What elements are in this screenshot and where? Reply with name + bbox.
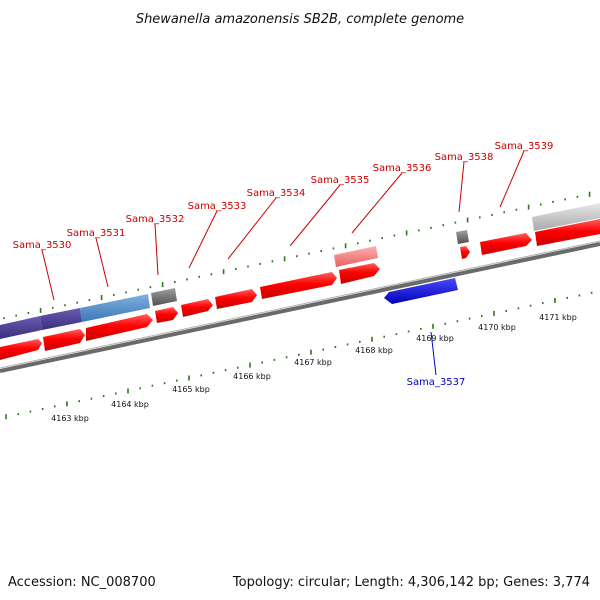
gene-feature: [334, 246, 378, 267]
gene-feature: [0, 316, 42, 339]
inner-tick-track: [5, 291, 593, 420]
gene-feature: [151, 288, 177, 306]
outer-tick-track: [3, 191, 591, 320]
reverse-gene-feature: [384, 278, 458, 304]
gene-labels: Sama_3530 Sama_3531 Sama_3532 Sama_3533 …: [13, 141, 554, 388]
gene-feature: [460, 246, 470, 259]
gene-label: Sama_3530: [13, 240, 72, 251]
gene-feature: [260, 272, 337, 299]
gene-row-upper: [0, 203, 600, 339]
gene-label: Sama_3531: [67, 228, 126, 239]
gene-feature: [80, 294, 150, 322]
gene-label: Sama_3539: [495, 141, 554, 152]
kbp-label: 4171 kbp: [539, 313, 577, 322]
gene-feature: [155, 307, 178, 323]
gene-feature: [535, 219, 600, 246]
kbp-label: 4164 kbp: [111, 400, 149, 409]
map-title: Shewanella amazonensis SB2B, complete ge…: [136, 12, 464, 27]
kbp-labels: 4163 kbp 4164 kbp 4165 kbp 4166 kbp 4167…: [51, 313, 577, 423]
genome-backbone: [0, 240, 600, 373]
gene-label: Sama_3538: [435, 152, 494, 163]
kbp-label: 4166 kbp: [233, 372, 271, 381]
gene-feature: [86, 314, 153, 341]
accession-text: Accession: NC_008700: [8, 575, 156, 590]
gene-feature: [0, 339, 42, 360]
gene-label: Sama_3535: [311, 175, 370, 186]
kbp-label: 4163 kbp: [51, 414, 89, 423]
gene-label: Sama_3536: [373, 163, 432, 174]
gene-label: Sama_3534: [247, 188, 306, 199]
kbp-label: 4165 kbp: [172, 385, 210, 394]
kbp-label: 4169 kbp: [416, 334, 454, 343]
gene-feature: [181, 299, 213, 317]
gene-feature: [456, 230, 469, 244]
gene-row-lower: [0, 219, 600, 360]
reverse-label-leader: [430, 331, 437, 376]
gene-label: Sama_3532: [126, 214, 185, 225]
genome-summary-text: Topology: circular; Length: 4,306,142 bp…: [232, 575, 590, 590]
gene-feature: [532, 203, 600, 231]
gene-feature: [339, 263, 380, 284]
kbp-label: 4170 kbp: [478, 323, 516, 332]
gene-feature: [40, 308, 82, 330]
gene-label: Sama_3533: [188, 201, 247, 212]
forward-label-leaders: [41, 150, 525, 301]
kbp-label: 4167 kbp: [294, 358, 332, 367]
kbp-label: 4168 kbp: [355, 346, 393, 355]
gene-feature: [43, 329, 85, 351]
gene-label: Sama_3537: [407, 377, 466, 388]
gene-feature: [480, 233, 532, 255]
gene-feature: [215, 289, 257, 309]
